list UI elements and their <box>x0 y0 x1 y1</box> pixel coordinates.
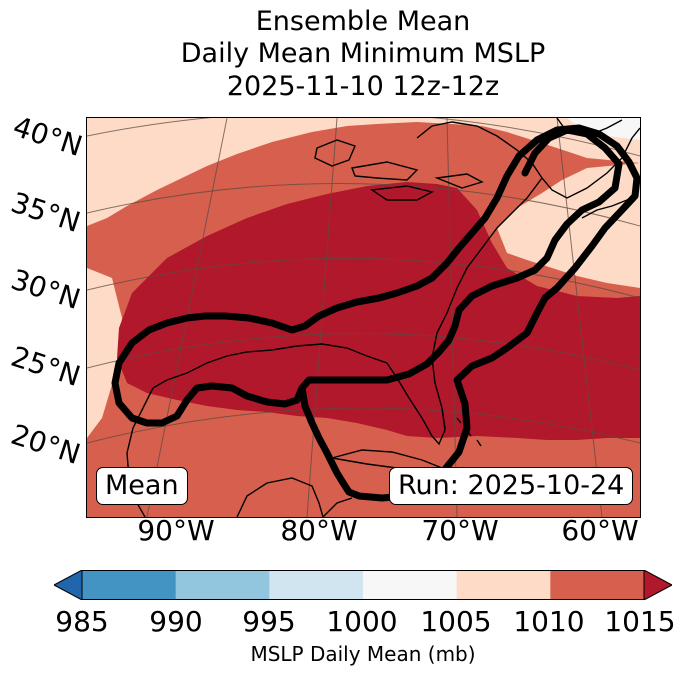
title-line-1: Ensemble Mean <box>255 6 471 37</box>
colorbar-extend-low <box>52 569 83 601</box>
title-line-2: Daily Mean Minimum MSLP <box>180 38 546 69</box>
lon-label-80w: 80°W <box>280 514 358 547</box>
colorbar-svg <box>52 569 674 601</box>
mslp-band-1005-1010-west <box>87 268 122 438</box>
colorbar-axis-label: MSLP Daily Mean (mb) <box>250 642 476 666</box>
colorbar-tick-1000: 1000 <box>326 605 398 638</box>
colorbar-extend-high <box>643 569 674 601</box>
colorbar-tick-985: 985 <box>55 605 109 638</box>
lat-label-35n: 35°N <box>7 185 85 240</box>
lat-label-30n: 30°N <box>7 262 85 317</box>
colorbar-bin <box>82 570 177 600</box>
map-svg <box>87 118 640 517</box>
map-panel <box>86 117 641 518</box>
colorbar-tick-995: 995 <box>242 605 296 638</box>
lon-label-90w: 90°W <box>137 514 215 547</box>
lat-label-20n: 20°N <box>7 417 85 472</box>
colorbar-tick-1010: 1010 <box>513 605 585 638</box>
colorbar-bin <box>269 570 364 600</box>
colorbar-bin <box>550 570 645 600</box>
mean-label-box: Mean <box>96 467 188 505</box>
colorbar-bins <box>52 569 674 601</box>
mslp-contour <box>111 124 640 502</box>
colorbar-bin <box>175 570 270 600</box>
colorbar-bin <box>456 570 551 600</box>
colorbar-bin <box>363 570 458 600</box>
lat-label-25n: 25°N <box>7 339 85 394</box>
colorbar-tick-1005: 1005 <box>420 605 492 638</box>
colorbar-tick-1015: 1015 <box>604 605 676 638</box>
mslp-band-above-1015 <box>117 182 640 440</box>
lon-label-70w: 70°W <box>421 514 499 547</box>
colorbar-outline <box>81 570 645 600</box>
run-date-box: Run: 2025-10-24 <box>389 467 634 505</box>
mslp-band-1005-1010-north <box>87 118 640 226</box>
title-line-3: 2025-11-10 12z-12z <box>226 71 500 102</box>
lat-label-40n: 40°N <box>9 109 87 164</box>
lon-label-60w: 60°W <box>561 514 639 547</box>
colorbar <box>52 569 674 601</box>
colorbar-tick-990: 990 <box>149 605 203 638</box>
